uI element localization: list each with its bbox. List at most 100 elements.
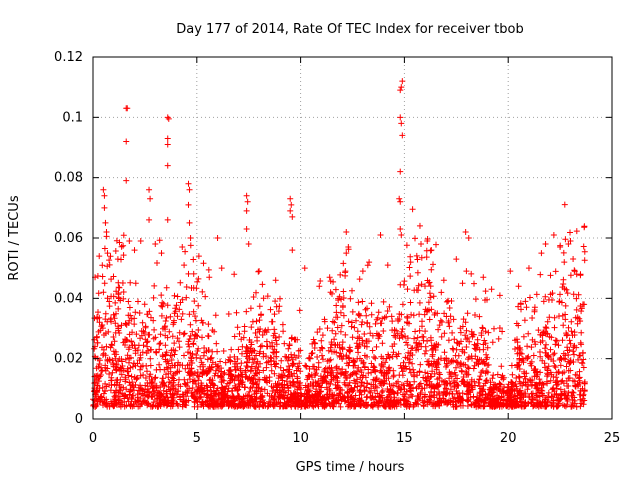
data-point xyxy=(288,201,295,208)
data-point xyxy=(103,228,110,235)
data-point xyxy=(137,238,144,245)
data-point xyxy=(538,250,545,257)
data-point xyxy=(124,105,131,112)
data-point xyxy=(377,231,384,238)
data-point xyxy=(396,195,403,202)
data-point xyxy=(272,277,279,284)
data-point xyxy=(424,238,431,245)
data-point xyxy=(398,84,405,91)
data-point xyxy=(573,271,580,278)
data-point xyxy=(101,204,108,211)
data-point xyxy=(398,120,405,127)
data-point xyxy=(397,168,404,175)
data-point xyxy=(165,115,172,122)
data-point xyxy=(301,265,308,272)
data-point xyxy=(397,198,404,205)
data-point xyxy=(164,141,171,148)
data-point xyxy=(496,292,503,299)
data-point xyxy=(287,207,294,214)
data-point xyxy=(146,186,153,193)
data-point xyxy=(550,231,557,238)
data-point xyxy=(459,280,466,287)
data-point xyxy=(316,283,323,290)
data-point xyxy=(465,235,472,241)
data-point xyxy=(462,228,469,235)
data-point xyxy=(147,195,154,202)
y-tick-label: 0.02 xyxy=(54,352,83,367)
data-point xyxy=(579,301,586,308)
data-point xyxy=(416,222,423,229)
data-point xyxy=(185,180,192,187)
data-point xyxy=(102,219,109,226)
data-point xyxy=(515,283,522,290)
data-point xyxy=(345,244,352,251)
data-point xyxy=(557,244,564,251)
data-point xyxy=(152,241,159,248)
data-point xyxy=(231,271,238,278)
data-point xyxy=(104,250,111,257)
data-point xyxy=(343,228,350,235)
data-point xyxy=(131,247,138,254)
data-point xyxy=(567,238,574,245)
data-point xyxy=(287,195,294,202)
data-point xyxy=(186,186,193,193)
data-point xyxy=(123,138,130,145)
data-point xyxy=(343,250,350,257)
data-point xyxy=(214,235,221,241)
dense-data-band xyxy=(90,201,588,410)
chart-title: Day 177 of 2014, Rate Of TEC Index for r… xyxy=(176,22,523,37)
data-point xyxy=(206,274,213,281)
y-tick-label: 0.1 xyxy=(62,110,83,125)
data-point xyxy=(185,201,192,208)
data-point xyxy=(418,241,425,248)
data-point xyxy=(256,268,263,275)
x-tick-label: 5 xyxy=(193,431,201,446)
data-point xyxy=(195,253,202,260)
x-tick-label: 25 xyxy=(604,431,621,446)
data-point xyxy=(126,238,133,245)
x-tick-label: 10 xyxy=(292,431,309,446)
data-point xyxy=(384,262,391,269)
data-point xyxy=(164,216,171,223)
dense-point-cloud xyxy=(90,201,588,410)
data-point xyxy=(507,268,514,275)
y-axis-label: ROTI / TECUs xyxy=(7,195,22,280)
data-point xyxy=(326,274,333,281)
data-point xyxy=(488,286,495,293)
y-tick-label: 0.04 xyxy=(54,291,83,306)
data-point xyxy=(440,277,447,284)
data-point xyxy=(480,274,487,281)
data-point xyxy=(245,241,252,248)
y-tick-label: 0.12 xyxy=(54,50,83,65)
x-tick-label: 20 xyxy=(500,431,517,446)
data-point xyxy=(243,207,250,214)
data-point xyxy=(164,135,171,142)
data-point xyxy=(561,259,568,266)
data-point xyxy=(399,78,406,85)
data-point xyxy=(397,87,404,94)
data-point xyxy=(114,256,121,263)
data-point xyxy=(397,114,404,121)
y-tick-label: 0.06 xyxy=(54,231,83,246)
data-point xyxy=(100,186,107,193)
data-point xyxy=(289,247,296,254)
data-point xyxy=(399,132,406,139)
data-points xyxy=(92,78,586,308)
data-point xyxy=(397,225,404,232)
data-point xyxy=(398,231,405,238)
y-tick-label: 0.08 xyxy=(54,171,83,186)
data-point xyxy=(96,253,103,260)
data-point xyxy=(179,244,186,251)
data-point xyxy=(123,177,130,184)
data-point xyxy=(525,265,532,272)
x-tick-label: 0 xyxy=(89,431,97,446)
data-point xyxy=(243,225,250,232)
data-point xyxy=(289,213,296,220)
data-point xyxy=(186,219,193,226)
data-point xyxy=(164,162,171,169)
data-point xyxy=(244,198,251,205)
x-tick-label: 15 xyxy=(396,431,413,446)
x-axis-label: GPS time / hours xyxy=(296,460,405,475)
data-point xyxy=(359,268,366,275)
